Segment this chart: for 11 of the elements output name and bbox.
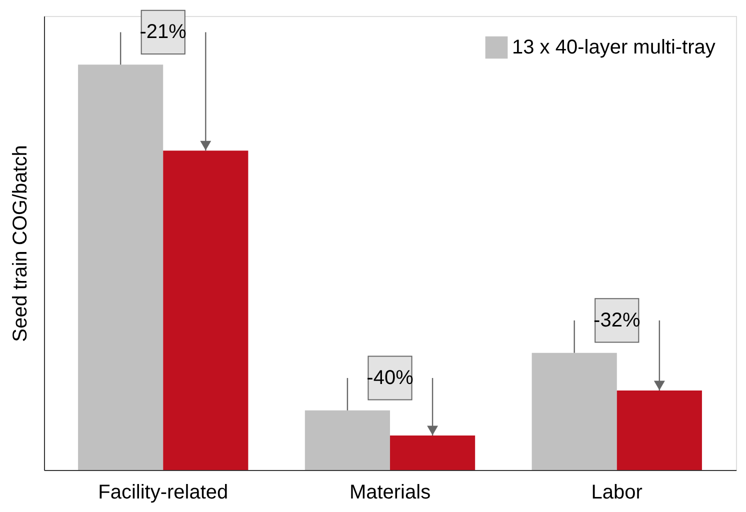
- bar: [304, 410, 390, 470]
- x-tick-label: Materials: [349, 482, 431, 504]
- x-tick-label: Labor: [591, 482, 643, 504]
- bar: [163, 150, 248, 470]
- bar: [616, 390, 702, 470]
- x-tick-label: Facility-related: [98, 482, 228, 504]
- bar: [390, 436, 476, 470]
- legend-label: 13 x 40-layer multi-tray: [512, 36, 716, 58]
- y-axis-title: Seed train COG/batch: [10, 145, 32, 342]
- bar: [532, 352, 617, 470]
- bar: [78, 64, 164, 470]
